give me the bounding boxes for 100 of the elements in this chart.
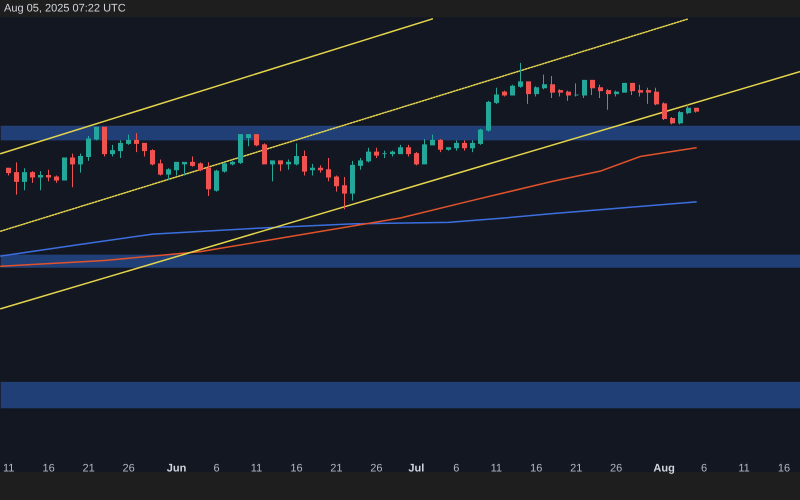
candlestick bbox=[350, 160, 355, 201]
candlestick bbox=[686, 103, 691, 115]
candlestick bbox=[102, 126, 107, 158]
candlestick bbox=[326, 157, 331, 182]
candlestick bbox=[302, 150, 307, 176]
candlestick bbox=[238, 134, 243, 164]
candlestick bbox=[278, 160, 283, 172]
candlestick bbox=[310, 163, 315, 176]
candlestick bbox=[174, 162, 179, 176]
x-tick-label: 11 bbox=[250, 462, 262, 474]
x-tick-label: 6 bbox=[453, 462, 460, 474]
x-tick-label: 11 bbox=[738, 462, 750, 474]
candlestick bbox=[534, 86, 539, 98]
x-tick-label: 11 bbox=[490, 462, 502, 474]
x-tick-label: 6 bbox=[213, 462, 220, 474]
candlestick bbox=[550, 76, 555, 98]
candlestick bbox=[662, 102, 667, 120]
candlestick bbox=[126, 134, 131, 146]
x-tick-label: Aug bbox=[653, 462, 675, 474]
candlestick bbox=[486, 100, 491, 132]
candlestick bbox=[182, 162, 187, 176]
candlestick bbox=[630, 82, 635, 96]
candlestick bbox=[422, 138, 427, 164]
x-tick-label: 16 bbox=[530, 462, 542, 474]
candlestick bbox=[430, 134, 435, 146]
candlestick bbox=[438, 138, 443, 153]
x-tick-label: 21 bbox=[330, 462, 343, 474]
candlestick bbox=[246, 134, 251, 147]
candlestick bbox=[54, 175, 59, 184]
candlestick bbox=[158, 158, 163, 176]
candlestick bbox=[478, 128, 483, 146]
candlestick bbox=[150, 148, 155, 166]
candlestick bbox=[646, 87, 651, 104]
candlestick bbox=[78, 153, 83, 174]
x-tick-label: 21 bbox=[82, 462, 95, 474]
candlestick bbox=[342, 176, 347, 210]
candlestick bbox=[694, 108, 699, 114]
candlestick bbox=[518, 62, 523, 88]
candlestick bbox=[470, 140, 475, 153]
candlestick bbox=[374, 147, 379, 158]
candlestick bbox=[638, 84, 643, 98]
candlestick bbox=[230, 160, 235, 166]
x-tick-label: Jul bbox=[408, 462, 424, 474]
candlestick bbox=[198, 162, 203, 172]
candlestick bbox=[118, 140, 123, 158]
candlestick bbox=[614, 90, 619, 98]
x-tick-label: 21 bbox=[570, 462, 582, 474]
candlestick bbox=[142, 142, 147, 158]
candlestick bbox=[294, 142, 299, 166]
candlestick bbox=[286, 158, 291, 170]
candlestick bbox=[598, 84, 603, 98]
candlestick bbox=[70, 153, 75, 188]
candlestick bbox=[166, 168, 171, 180]
candlestick bbox=[222, 162, 227, 174]
candlestick bbox=[398, 144, 403, 154]
candlestick bbox=[110, 144, 115, 158]
candlestick bbox=[254, 134, 259, 147]
candlestick bbox=[38, 170, 43, 191]
candlestick bbox=[454, 140, 459, 152]
x-tick-label: 16 bbox=[42, 462, 55, 474]
x-tick-label: 16 bbox=[290, 462, 303, 474]
candlestick bbox=[14, 162, 19, 196]
x-tick-label: 26 bbox=[122, 462, 135, 474]
x-tick-label: 26 bbox=[610, 462, 622, 474]
candlestick bbox=[134, 132, 139, 153]
x-tick-label: 11 bbox=[3, 462, 14, 474]
candlestick bbox=[622, 82, 627, 93]
candlestick bbox=[678, 110, 683, 125]
candlestick bbox=[62, 157, 67, 180]
candlestick bbox=[582, 80, 587, 98]
candlestick bbox=[606, 88, 611, 110]
candlestick bbox=[414, 152, 419, 166]
text: Aug 05, 2025 07:22 UTC bbox=[4, 2, 126, 14]
candlestick bbox=[406, 144, 411, 158]
candlestick bbox=[30, 170, 35, 184]
candlestick bbox=[86, 136, 91, 162]
candlestick bbox=[558, 88, 563, 98]
x-tick-label: 6 bbox=[701, 462, 708, 474]
x-tick-label: 26 bbox=[370, 462, 383, 474]
candlestick bbox=[590, 80, 595, 96]
candlestick bbox=[358, 157, 363, 170]
candlestick bbox=[318, 164, 323, 174]
candlestick bbox=[494, 87, 499, 104]
candlestick bbox=[22, 168, 27, 191]
candlestick bbox=[262, 142, 267, 164]
candlestick bbox=[462, 140, 467, 152]
candlestick bbox=[206, 162, 211, 197]
candlestick bbox=[526, 81, 531, 104]
candlestick bbox=[574, 82, 579, 98]
candlestick bbox=[46, 169, 51, 182]
candlestick bbox=[390, 150, 395, 158]
candlestick bbox=[510, 84, 515, 96]
candlestick bbox=[270, 160, 275, 182]
x-tick-label: Jun bbox=[166, 462, 187, 474]
candlestick bbox=[214, 169, 219, 192]
candlestick bbox=[334, 175, 339, 192]
candlestick bbox=[366, 147, 371, 163]
candlestick bbox=[446, 147, 451, 152]
candlestick bbox=[566, 90, 571, 102]
candlestick bbox=[190, 156, 195, 168]
